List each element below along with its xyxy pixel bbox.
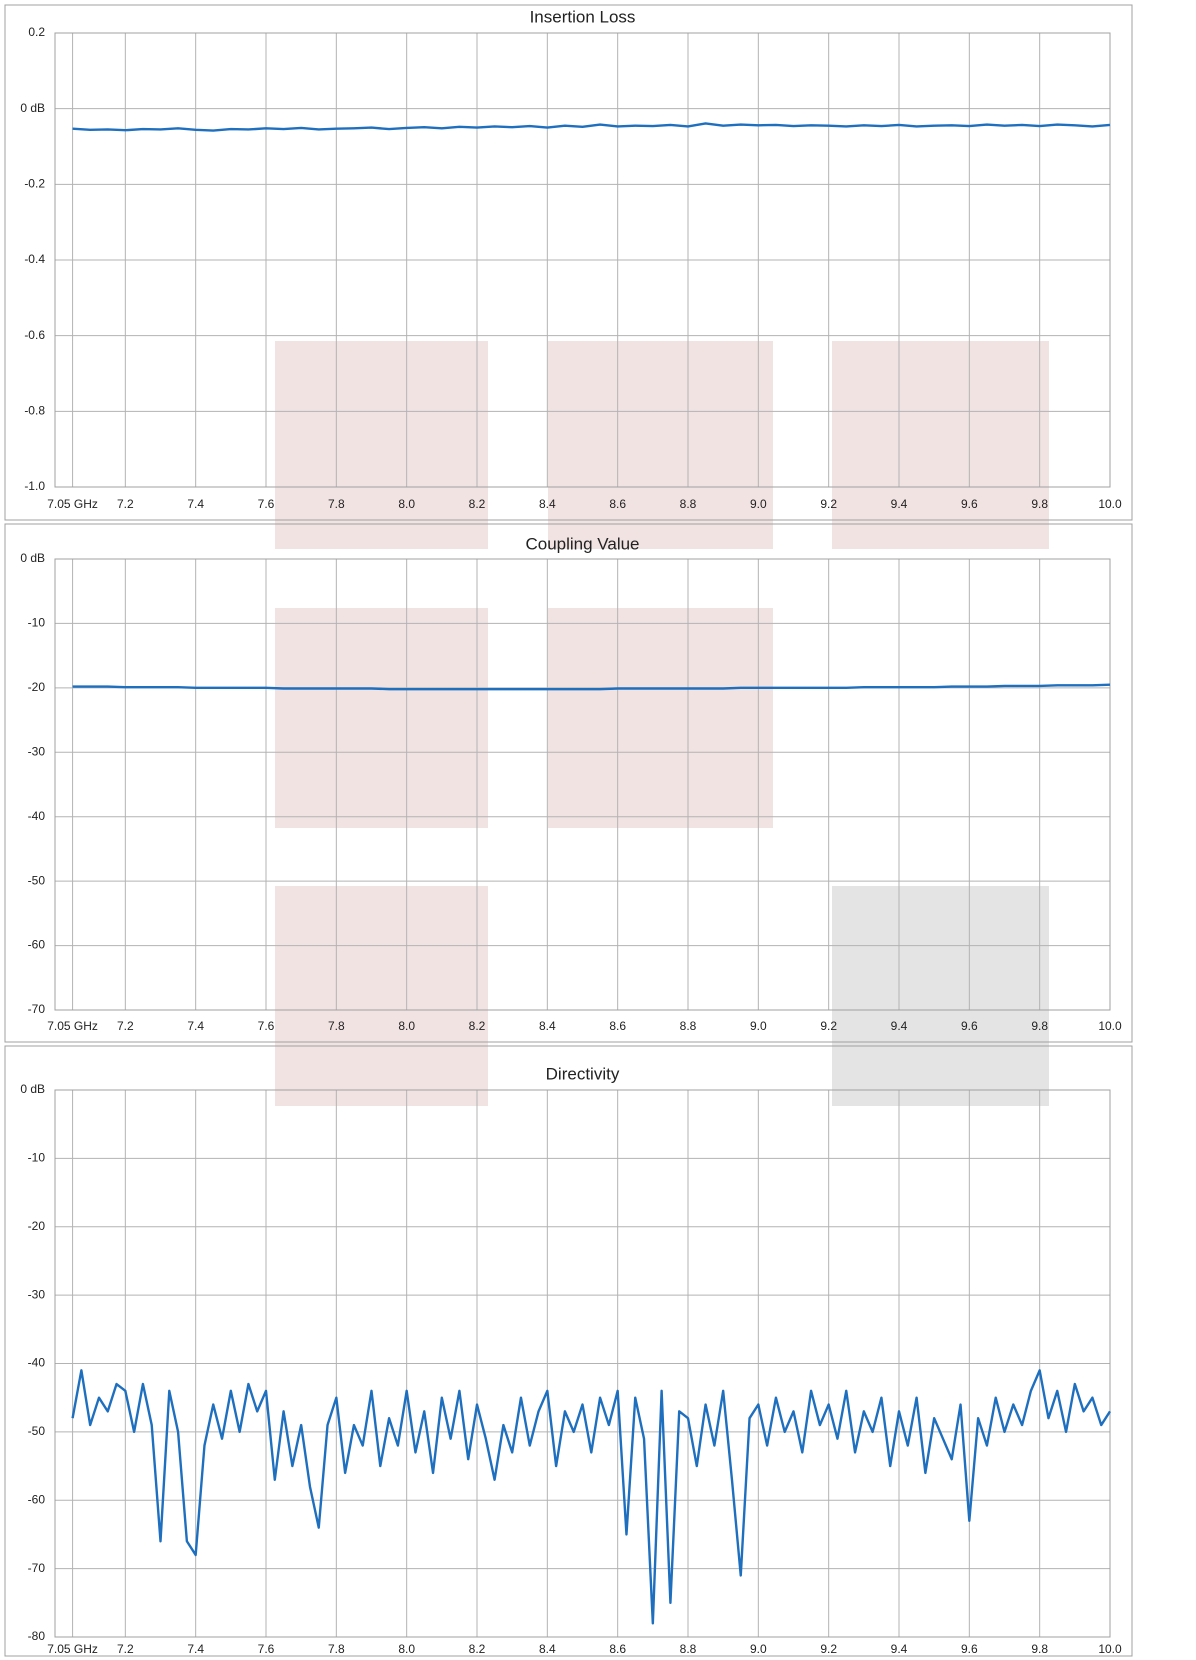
panel-frame	[4, 1045, 1133, 1657]
y-tick-label: -50	[28, 873, 46, 887]
shaded-region	[832, 341, 1049, 549]
y-tick-label: -10	[28, 1151, 46, 1165]
x-tick-label: 8.8	[680, 1642, 697, 1656]
x-tick-label: 7.05 GHz	[47, 1642, 98, 1656]
y-tick-label: -50	[28, 1424, 46, 1438]
x-tick-label: 9.4	[891, 1642, 908, 1656]
shaded-region	[275, 341, 488, 549]
x-tick-label: 9.0	[750, 1642, 767, 1656]
x-tick-label: 8.6	[609, 1642, 626, 1656]
x-tick-label: 7.8	[328, 1642, 345, 1656]
y-tick-label: -40	[28, 1356, 46, 1370]
plot-frame	[54, 32, 1111, 488]
x-tick-label: 7.8	[328, 1019, 345, 1033]
panel-frame	[4, 4, 1133, 521]
plot-frame	[54, 558, 1111, 1011]
x-tick-label: 7.2	[117, 497, 134, 511]
data-line	[72, 122, 1111, 132]
x-tick-label: 8.4	[539, 1019, 556, 1033]
x-tick-label: 7.6	[258, 1019, 275, 1033]
y-tick-label: -10	[28, 616, 46, 630]
x-tick-label: 8.4	[539, 1642, 556, 1656]
shaded-region	[275, 886, 488, 1106]
chart-panel: Insertion Loss 0.2 0 dB -0.2 -0.4 -0.6 -0.8 -1.…	[4, 4, 1133, 521]
x-tick-label: 9.8	[1031, 1019, 1048, 1033]
x-tick-label: 9.4	[891, 497, 908, 511]
y-tick-label: -30	[28, 1287, 46, 1301]
x-tick-label: 9.2	[820, 497, 837, 511]
x-tick-label: 8.0	[398, 497, 415, 511]
x-tick-label: 7.4	[187, 1019, 204, 1033]
y-tick-label: -0.2	[24, 177, 45, 191]
y-tick-label: -20	[28, 680, 46, 694]
x-tick-label: 8.2	[469, 1019, 486, 1033]
y-tick-label: -70	[28, 1561, 46, 1575]
x-tick-label: 7.2	[117, 1642, 134, 1656]
y-tick-label: -80	[28, 1629, 46, 1643]
x-tick-label: 9.6	[961, 1642, 978, 1656]
y-tick-label: -0.4	[24, 252, 45, 266]
x-tick-label: 7.2	[117, 1019, 134, 1033]
y-tick-label: -20	[28, 1219, 46, 1233]
x-tick-label: 7.4	[187, 497, 204, 511]
x-tick-label: 8.2	[469, 1642, 486, 1656]
y-tick-label: -40	[28, 809, 46, 823]
x-tick-label: 9.8	[1031, 497, 1048, 511]
x-tick-label: 7.8	[328, 497, 345, 511]
data-line	[72, 683, 1111, 691]
chart-title: Directivity	[546, 1064, 620, 1083]
x-tick-label: 7.6	[258, 1642, 275, 1656]
x-tick-label: 9.0	[750, 497, 767, 511]
x-tick-label: 7.4	[187, 1642, 204, 1656]
x-tick-label: 9.0	[750, 1019, 767, 1033]
x-tick-label: 9.4	[891, 1019, 908, 1033]
plot-frame	[54, 1089, 1111, 1638]
y-tick-label: -60	[28, 1492, 46, 1506]
shaded-region	[832, 886, 1049, 1106]
x-tick-label: 7.6	[258, 497, 275, 511]
x-tick-label: 9.6	[961, 497, 978, 511]
y-tick-label: -0.8	[24, 404, 45, 418]
panel-frame	[4, 523, 1133, 1043]
x-tick-label: 8.0	[398, 1642, 415, 1656]
x-tick-label: 7.05 GHz	[47, 497, 98, 511]
x-tick-label: 10.0	[1098, 497, 1122, 511]
y-tick-label: -0.6	[24, 328, 45, 342]
chart-title: Coupling Value	[525, 534, 639, 553]
x-tick-label: 7.05 GHz	[47, 1019, 98, 1033]
x-tick-label: 8.0	[398, 1019, 415, 1033]
shaded-regions	[275, 341, 1049, 1106]
chart-title: Insertion Loss	[530, 7, 636, 26]
x-tick-label: 9.6	[961, 1019, 978, 1033]
x-tick-label: 10.0	[1098, 1019, 1122, 1033]
x-tick-label: 8.4	[539, 497, 556, 511]
shaded-region	[548, 341, 773, 549]
x-tick-label: 9.8	[1031, 1642, 1048, 1656]
x-tick-label: 8.8	[680, 1019, 697, 1033]
shaded-region	[548, 608, 773, 828]
x-tick-label: 8.6	[609, 497, 626, 511]
data-line	[71, 1369, 1112, 1625]
y-tick-label: 0.2	[28, 25, 45, 39]
x-tick-label: 9.2	[820, 1642, 837, 1656]
x-tick-label: 8.2	[469, 497, 486, 511]
y-tick-label: 0 dB	[20, 101, 45, 115]
y-tick-label: -70	[28, 1002, 46, 1016]
y-tick-label: -30	[28, 744, 46, 758]
x-tick-label: 8.8	[680, 497, 697, 511]
y-tick-label: 0 dB	[20, 1082, 45, 1096]
x-tick-label: 10.0	[1098, 1642, 1122, 1656]
x-tick-label: 8.6	[609, 1019, 626, 1033]
y-tick-label: 0 dB	[20, 551, 45, 565]
shaded-region	[275, 608, 488, 828]
y-tick-label: -1.0	[24, 479, 45, 493]
x-tick-label: 9.2	[820, 1019, 837, 1033]
y-tick-label: -60	[28, 938, 46, 952]
